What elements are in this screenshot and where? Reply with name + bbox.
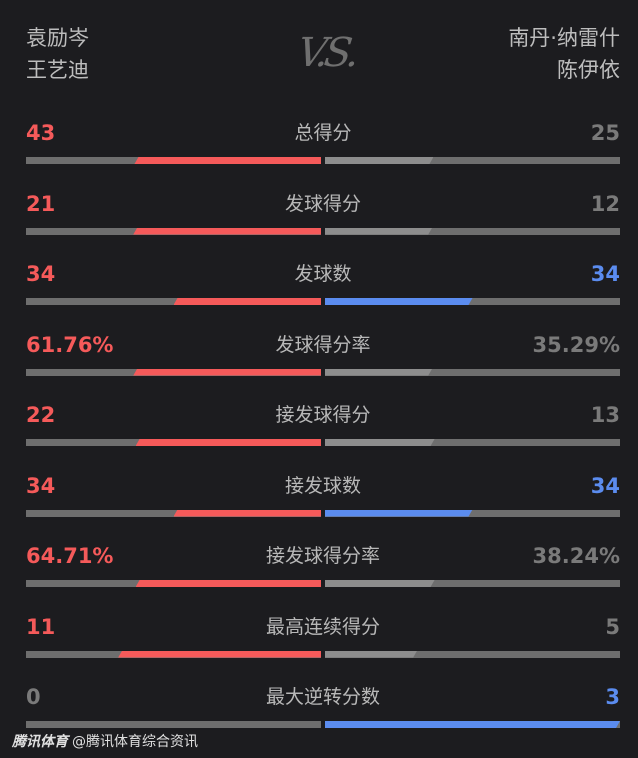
left-bar-fill — [135, 439, 321, 446]
stat-label: 接发球数 — [284, 474, 361, 497]
left-value: 34 — [26, 262, 56, 286]
right-bar-fill — [325, 510, 473, 517]
stat-label: 接发球得分 — [275, 404, 371, 426]
stat-row: 34 接发球数 34 — [26, 471, 620, 541]
right-bar — [325, 650, 620, 658]
stat-label: 最高连续得分 — [265, 615, 380, 638]
right-bar — [325, 368, 620, 376]
left-bar — [26, 650, 321, 658]
right-player-1: 南丹·纳雷什 — [508, 26, 620, 50]
right-team-names: 南丹·纳雷什 陈伊依 — [508, 22, 620, 86]
right-bar — [325, 157, 620, 164]
footer: 腾讯体育 @腾讯体育综合资讯 — [12, 731, 198, 751]
brand-logo: 腾讯体育 — [12, 734, 68, 750]
left-value: 61.76% — [26, 332, 114, 357]
left-bar-fill — [134, 157, 321, 164]
right-bar — [325, 580, 620, 587]
stat-label: 接发球得分率 — [265, 545, 380, 567]
right-bar-fill — [325, 298, 473, 305]
left-bar — [26, 368, 321, 376]
stat-label: 发球数 — [294, 263, 352, 285]
right-bar-fill — [325, 369, 432, 376]
left-value: 22 — [26, 403, 56, 427]
right-bar — [325, 509, 620, 517]
stat-row: 43 总得分 25 — [26, 118, 620, 188]
stat-label: 发球得分率 — [275, 333, 371, 356]
left-value: 11 — [26, 614, 56, 639]
left-bar — [26, 580, 321, 587]
left-value: 64.71% — [26, 544, 114, 568]
left-value: 34 — [26, 473, 56, 498]
stat-label: 发球得分 — [284, 192, 361, 215]
left-bar-fill — [133, 227, 321, 235]
right-bar — [325, 439, 620, 446]
left-value: 0 — [26, 685, 41, 709]
right-bar-fill — [325, 651, 417, 658]
right-bar-fill — [325, 580, 435, 587]
stat-row: 61.76% 发球得分率 35.29% — [26, 330, 620, 400]
stat-row: 64.71% 接发球得分率 38.24% — [26, 541, 620, 611]
right-value: 3 — [605, 685, 620, 709]
right-bar — [325, 298, 620, 305]
vs-logo: V.S. — [294, 30, 359, 76]
right-bar-fill — [325, 721, 620, 728]
right-bar — [325, 227, 620, 235]
left-bar — [26, 509, 321, 517]
left-player-2: 王艺迪 — [26, 58, 89, 82]
left-bar-fill — [173, 509, 321, 517]
stat-label: 最大逆转分数 — [265, 686, 380, 708]
left-bar-fill — [173, 298, 321, 305]
left-bar-fill — [135, 580, 321, 587]
left-bar — [26, 227, 321, 235]
source-text: @腾讯体育综合资讯 — [72, 734, 198, 750]
right-bar-fill — [325, 439, 435, 446]
right-bar-fill — [325, 228, 432, 235]
stat-row: 34 发球数 34 — [26, 259, 620, 329]
right-value: 5 — [605, 614, 620, 639]
left-bar-fill — [118, 650, 321, 658]
right-bar-fill — [325, 157, 433, 164]
left-player-1: 袁励岑 — [26, 26, 89, 50]
stat-row: 11 最高连续得分 5 — [26, 612, 620, 682]
left-bar-fill — [133, 368, 321, 376]
right-value: 38.24% — [532, 544, 620, 568]
left-value: 21 — [26, 191, 56, 216]
left-bar — [26, 298, 321, 305]
stat-row: 0 最大逆转分数 3 — [26, 682, 620, 752]
right-value: 34 — [590, 262, 620, 286]
stat-label: 总得分 — [294, 122, 352, 144]
right-value: 34 — [590, 473, 620, 498]
right-bar — [325, 721, 620, 728]
left-bar — [26, 721, 321, 728]
right-value: 13 — [590, 403, 620, 427]
stat-row: 22 接发球得分 13 — [26, 400, 620, 470]
left-team-names: 袁励岑 王艺迪 — [26, 22, 89, 86]
right-value: 35.29% — [532, 332, 620, 357]
stat-row: 21 发球得分 12 — [26, 189, 620, 259]
left-bar — [26, 157, 321, 164]
left-value: 43 — [26, 121, 56, 145]
right-value: 25 — [590, 121, 620, 145]
right-player-2: 陈伊依 — [557, 58, 620, 82]
left-bar — [26, 439, 321, 446]
right-value: 12 — [590, 191, 620, 216]
